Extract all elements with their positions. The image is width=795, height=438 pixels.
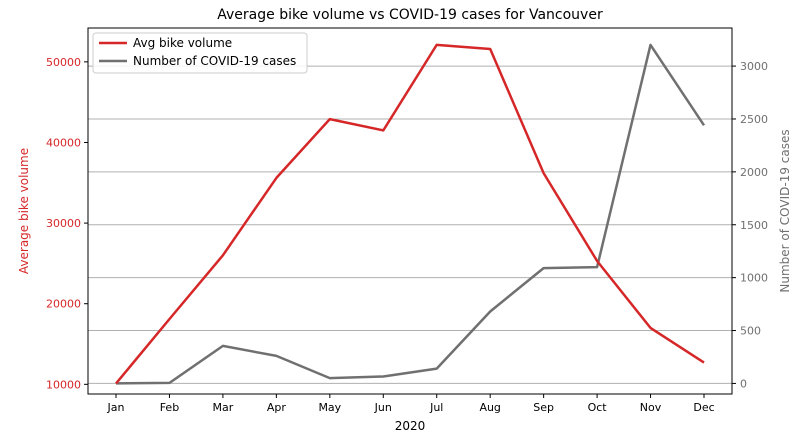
y-axis-left: 10000 20000 30000 40000 50000 <box>46 56 88 391</box>
y-left-tick-label-20000: 20000 <box>46 298 81 311</box>
x-tick-label-jun: Jun <box>374 401 392 414</box>
legend-label-bike: Avg bike volume <box>133 36 232 50</box>
x-tick-label-feb: Feb <box>160 401 179 414</box>
series-lines <box>115 43 706 385</box>
grid-lines <box>88 65 732 384</box>
y-left-tick-label-40000: 40000 <box>46 136 81 149</box>
x-tick-label-jan: Jan <box>107 401 125 414</box>
series-line-covid <box>115 43 706 385</box>
y-axis-right-label: Number of COVID-19 cases <box>778 129 792 292</box>
x-axis: Jan Feb Mar Apr May Jun Jul Aug Sep Oct Nov Dec <box>107 394 715 414</box>
x-tick-label-aug: Aug <box>479 401 500 414</box>
chart-title: Average bike volume vs COVID-19 cases fo… <box>217 7 603 23</box>
plot-frame <box>87 27 733 395</box>
x-tick-label-apr: Apr <box>267 401 287 414</box>
x-axis-label: 2020 <box>395 419 426 433</box>
x-tick-label-sep: Sep <box>533 401 554 414</box>
y-left-tick-label-10000: 10000 <box>46 378 81 391</box>
y-left-tick-label-50000: 50000 <box>46 56 81 69</box>
x-tick-label-dec: Dec <box>693 401 714 414</box>
x-tick-label-jul: Jul <box>429 401 443 414</box>
y-right-tick-label-500: 500 <box>740 325 761 338</box>
y-right-tick-label-3000: 3000 <box>740 60 768 73</box>
y-axis-right: 0 500 1000 1500 2000 2500 3000 <box>732 60 768 390</box>
x-tick-label-may: May <box>318 401 341 414</box>
legend-box <box>92 32 308 74</box>
y-right-tick-label-2000: 2000 <box>740 166 768 179</box>
y-axis-left-label: Average bike volume <box>17 148 31 274</box>
legend: Avg bike volume Number of COVID-19 cases <box>92 32 308 74</box>
y-right-tick-label-0: 0 <box>740 377 747 390</box>
x-tick-label-oct: Oct <box>588 401 608 414</box>
y-left-tick-label-30000: 30000 <box>46 217 81 230</box>
y-right-tick-label-1500: 1500 <box>740 219 768 232</box>
x-tick-label-mar: Mar <box>213 401 234 414</box>
legend-label-covid: Number of COVID-19 cases <box>133 54 296 68</box>
series-line-bike <box>115 43 705 385</box>
y-right-tick-label-2500: 2500 <box>740 113 768 126</box>
x-tick-label-nov: Nov <box>640 401 662 414</box>
y-right-tick-label-1000: 1000 <box>740 272 768 285</box>
